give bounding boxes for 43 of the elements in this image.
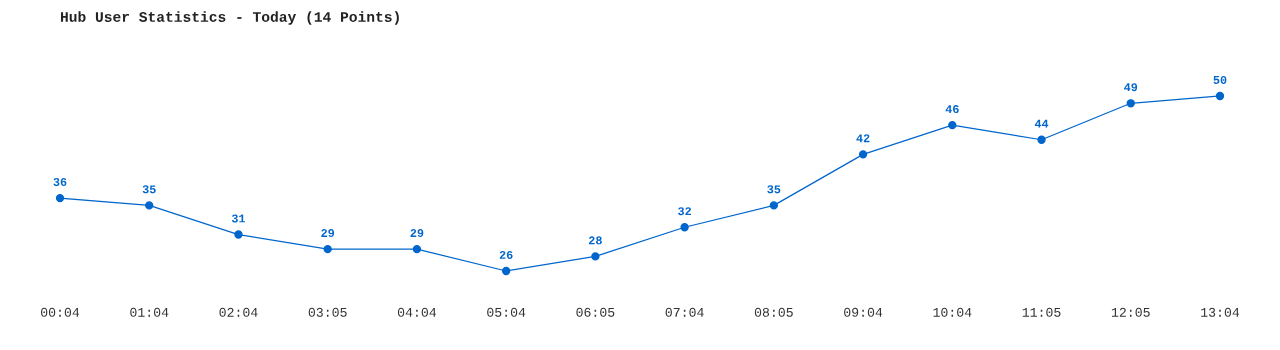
data-label: 32 [678,207,692,216]
point [858,150,868,159]
x-tick-label: 03:05 [308,307,347,317]
x-tick-label: 02:04 [219,307,258,317]
chart-title: Hub User Statistics - Today (14 Points) [60,11,399,25]
x-tick-label: 09:04 [844,307,883,317]
point [234,230,243,239]
point [1215,91,1225,101]
data-label: 29 [410,229,424,238]
point [145,201,154,210]
x-tick-label: 07:04 [665,307,704,317]
data-label: 42 [856,134,870,143]
data-label: 46 [945,105,959,114]
x-tick-label: 01:04 [130,307,169,317]
point [412,244,422,254]
point [948,120,957,130]
x-tick-label: 05:04 [487,307,526,317]
data-label: 44 [1034,119,1049,128]
x-tick-label: 13:04 [1201,307,1240,317]
data-label: 49 [1124,83,1138,92]
point [1126,99,1135,108]
point [591,252,600,261]
x-tick-label: 11:05 [1022,307,1061,317]
x-tick-label: 10:04 [933,307,972,317]
data-label: 36 [53,178,67,187]
data-label: 50 [1213,75,1227,84]
point [1037,135,1046,144]
x-tick-label: 08:05 [754,307,793,317]
point [769,201,779,210]
data-label: 29 [321,229,335,238]
data-label: 35 [142,185,156,194]
data-label: 26 [499,250,513,259]
x-tick-label: 06:05 [576,307,615,317]
x-tick-label: 04:04 [397,307,437,317]
x-tick-label: 00:04 [41,307,80,317]
point [680,223,689,232]
x-tick-label: 12:05 [1111,307,1150,317]
point [55,193,65,203]
data-label: 28 [589,236,602,245]
data-label: 35 [767,185,781,194]
point [323,244,332,254]
point [501,266,511,276]
data-label: 31 [231,214,246,223]
